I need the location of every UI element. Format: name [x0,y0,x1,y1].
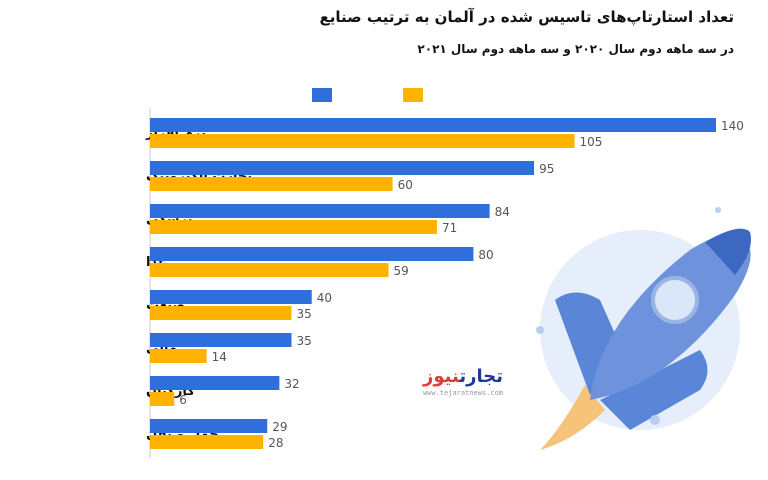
logo-url: www.tejaratnews.com [422,389,504,397]
bar-blue [150,161,535,175]
value-label: 140 [721,119,744,133]
legend-swatch-yellow [403,88,423,102]
logo-wordmark: تجارتنیوز [423,366,503,387]
bar-blue [150,118,716,132]
value-label: 95 [539,162,554,176]
value-label: 6 [179,393,187,407]
bar-yellow [150,392,175,406]
bar-blue [150,247,474,261]
value-label: 29 [272,420,287,434]
rocket-fin-icon [600,350,708,430]
value-label: 40 [317,291,332,305]
value-label: 80 [478,248,493,262]
bar-yellow [150,134,575,148]
value-label: 59 [394,264,409,278]
bar-blue [150,204,490,218]
bar-yellow [150,435,264,449]
bar-blue [150,290,312,304]
value-label: 14 [212,350,227,364]
legend-swatch-blue [312,88,332,102]
bar-blue [150,333,292,347]
chart-title: تعداد استارتاپ‌های تاسیس شده در آلمان به… [319,8,734,26]
value-label: 32 [284,377,299,391]
rocket-nose-icon [705,228,751,275]
value-label: 71 [442,221,457,235]
rocket-icon [536,207,751,450]
value-label: 35 [297,334,312,348]
value-label: 84 [495,205,510,219]
value-label: 35 [297,307,312,321]
bar-yellow [150,306,292,320]
brand-logo: تجارتنیوز www.tejaratnews.com [408,366,518,397]
rocket-window-icon [651,276,699,324]
value-label: 105 [580,135,603,149]
bar-yellow [150,177,393,191]
bar-yellow [150,220,438,234]
bar-blue [150,376,280,390]
bar-blue [150,419,268,433]
bar-yellow [150,349,207,363]
rocket-flame-icon [540,385,605,450]
bar-yellow [150,263,389,277]
chart-subtitle: در سه ماهه دوم سال ۲۰۲۰ و سه ماهه دوم سا… [417,42,734,56]
value-label: 60 [398,178,413,192]
value-label: 28 [268,436,283,450]
